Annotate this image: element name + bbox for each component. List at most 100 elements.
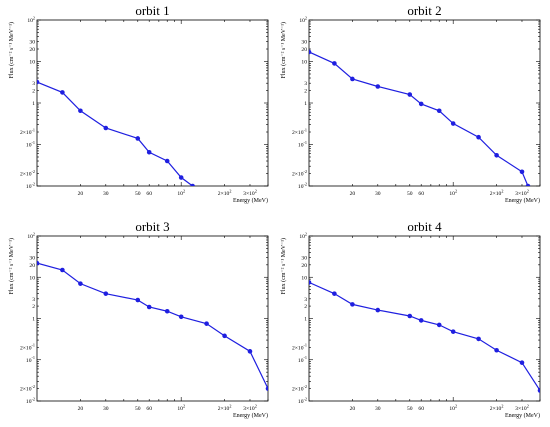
plot-frame (36, 19, 269, 187)
plot-frame (308, 235, 541, 402)
data-point (436, 108, 442, 114)
y-tick-label: 102 (299, 15, 307, 24)
x-tick-label: 50 (407, 191, 413, 197)
data-point (525, 183, 531, 186)
data-point (164, 308, 170, 314)
data-point (135, 136, 141, 141)
data-point (418, 101, 424, 107)
data-point (178, 314, 184, 320)
y-tick-label: 10 (29, 60, 35, 66)
x-tick-label: 3×102 (243, 188, 257, 197)
x-axis-label: Energy (MeV) (233, 412, 268, 419)
y-tick-label: 2 (32, 304, 35, 310)
y-tick-label: 10-1 (298, 140, 307, 149)
x-tick-label: 20 (78, 406, 84, 412)
data-point (265, 386, 268, 391)
y-tick-label: 1 (32, 317, 35, 323)
data-point (37, 79, 40, 85)
x-tick-label: 102 (449, 403, 457, 412)
y-tick-label: 20 (301, 47, 307, 53)
y-axis-label: Flux (cm⁻² s⁻¹ MeV⁻¹) (8, 22, 15, 78)
data-point (37, 260, 40, 266)
series-group (309, 280, 540, 393)
panel-1: orbit 110-22×10-210-12×10-11231020301022… (8, 3, 269, 204)
y-tick-label: 10 (29, 275, 35, 281)
series-line (309, 281, 540, 391)
data-point (247, 349, 253, 354)
data-point (375, 307, 381, 313)
data-point (190, 183, 195, 186)
x-tick-label: 30 (103, 406, 109, 412)
series-group (309, 49, 531, 186)
panel-2: orbit 210-22×10-210-12×10-11231020301022… (280, 3, 541, 204)
y-tick-label: 2×10-2 (292, 384, 307, 393)
data-point (146, 149, 152, 155)
y-axis-label: Flux (cm⁻² s⁻¹ MeV⁻¹) (280, 22, 287, 78)
x-tick-label: 60 (418, 191, 424, 197)
data-point (146, 304, 152, 310)
x-tick-label: 3×102 (515, 188, 529, 197)
panel-title: orbit 3 (135, 219, 169, 234)
plot-frame (36, 235, 269, 402)
y-tick-label: 2×10-2 (20, 384, 35, 393)
panel-title: orbit 4 (407, 219, 442, 234)
y-tick-label: 2×10-2 (292, 169, 307, 178)
y-tick-label: 102 (27, 15, 35, 24)
y-tick-label: 2 (32, 89, 35, 95)
y-tick-label: 1 (304, 317, 307, 323)
data-point (309, 280, 312, 285)
y-tick-label: 10-2 (26, 181, 35, 190)
series-group (37, 79, 195, 186)
y-tick-label: 3 (304, 297, 307, 303)
x-tick-label: 3×102 (515, 403, 529, 412)
y-tick-label: 2×10-2 (20, 169, 35, 178)
data-point (78, 281, 83, 286)
data-point (476, 134, 481, 140)
series-line (37, 81, 193, 186)
y-tick-label: 1 (32, 101, 35, 107)
panel-title: orbit 1 (135, 3, 169, 18)
y-tick-label: 3 (32, 297, 35, 303)
x-tick-label: 50 (135, 191, 141, 197)
x-tick-label: 102 (449, 188, 457, 197)
x-tick-label: 2×102 (218, 188, 232, 197)
x-axis-label: Energy (MeV) (505, 412, 540, 419)
data-point (537, 388, 540, 393)
data-point (436, 322, 442, 328)
data-point (103, 291, 109, 296)
x-tick-label: 30 (375, 406, 381, 412)
series-line (37, 262, 268, 389)
panel-title: orbit 2 (407, 3, 441, 18)
y-tick-label: 30 (29, 40, 35, 46)
y-tick-label: 20 (301, 263, 307, 269)
x-tick-label: 3×102 (243, 403, 257, 412)
data-point (519, 169, 525, 175)
y-tick-label: 2×10-1 (20, 343, 35, 352)
x-tick-label: 102 (177, 403, 185, 412)
y-tick-label: 3 (32, 81, 35, 87)
x-axis-label: Energy (MeV) (505, 197, 540, 204)
panel-3: orbit 310-22×10-210-12×10-11231020301022… (8, 219, 269, 419)
y-tick-label: 10 (301, 60, 307, 66)
y-tick-label: 10-1 (26, 355, 35, 364)
y-tick-label: 102 (27, 231, 35, 240)
data-point (350, 302, 355, 307)
y-tick-label: 3 (304, 81, 307, 87)
y-tick-label: 2×10-1 (292, 127, 307, 136)
data-point (519, 360, 525, 365)
y-axis-label: Flux (cm⁻² s⁻¹ MeV⁻¹) (280, 238, 287, 294)
data-point (178, 175, 184, 180)
y-tick-label: 30 (301, 256, 307, 262)
x-tick-label: 20 (78, 191, 84, 197)
data-point (407, 92, 413, 97)
y-axis-label: Flux (cm⁻² s⁻¹ MeV⁻¹) (8, 238, 15, 294)
data-point (476, 336, 481, 342)
x-tick-label: 20 (350, 406, 356, 412)
x-tick-label: 60 (146, 406, 152, 412)
x-tick-label: 50 (135, 406, 141, 412)
y-tick-label: 10-2 (26, 396, 35, 405)
data-point (332, 61, 337, 66)
x-tick-label: 30 (375, 191, 381, 197)
data-point (494, 152, 499, 158)
